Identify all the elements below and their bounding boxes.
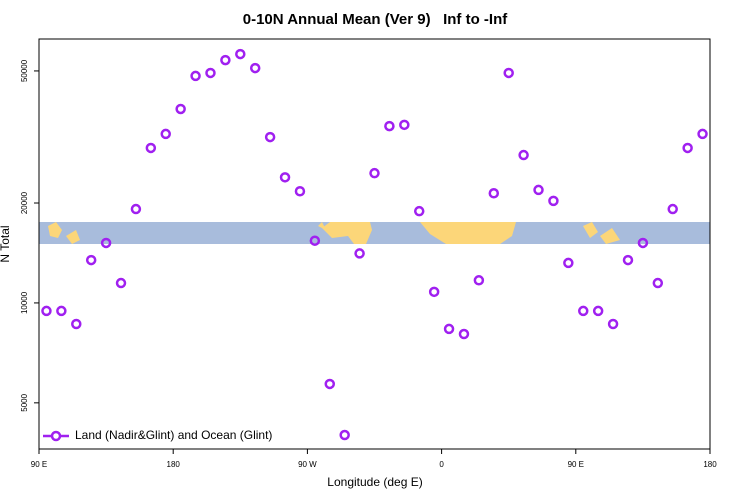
point [578, 305, 589, 317]
y-tick-label: 10000 [20, 291, 29, 314]
point [384, 120, 395, 132]
point [503, 67, 514, 79]
point [622, 254, 634, 266]
point [354, 248, 365, 259]
x-tick-label: 90 W [298, 460, 317, 469]
point [563, 257, 574, 269]
legend-label: Land (Nadir&Glint) and Ocean (Glint) [75, 428, 272, 442]
point [264, 131, 276, 143]
point [592, 305, 604, 317]
x-tick-label: 180 [703, 460, 717, 469]
point [41, 305, 52, 317]
point [145, 142, 157, 154]
point [667, 203, 678, 215]
point [473, 275, 485, 286]
point [175, 103, 186, 115]
x-axis-label: Longitude (deg E) [327, 475, 422, 489]
y-tick-label: 50000 [20, 59, 29, 82]
x-tick-label: 90 E [568, 460, 584, 469]
point [488, 188, 500, 199]
point [533, 184, 544, 196]
point [85, 254, 97, 266]
x-tick-label: 0 [439, 460, 444, 469]
point [652, 277, 664, 289]
point [279, 172, 291, 183]
point [160, 128, 171, 140]
point [399, 119, 410, 131]
point [71, 318, 82, 330]
legend-marker [50, 430, 62, 442]
point [205, 67, 216, 79]
point [682, 142, 693, 154]
chart-title: 0-10N Annual Mean (Ver 9) Inf to -Inf [243, 11, 508, 28]
point [56, 305, 67, 317]
point [130, 203, 142, 215]
point [235, 48, 246, 60]
point [324, 378, 336, 390]
point [697, 128, 708, 140]
plot-frame [38, 38, 711, 450]
point [428, 286, 440, 298]
y-tick-label: 20000 [20, 191, 29, 214]
point [115, 277, 127, 289]
point [294, 186, 306, 197]
point [369, 167, 380, 179]
point [458, 328, 470, 340]
point [637, 237, 649, 249]
y-tick-label: 5000 [20, 393, 29, 411]
point [100, 237, 112, 249]
point [190, 70, 201, 82]
point [339, 429, 350, 441]
point [548, 195, 559, 207]
point [309, 235, 321, 246]
point [607, 318, 619, 330]
y-axis-label: N Total [0, 225, 12, 262]
x-tick-label: 180 [167, 460, 181, 469]
x-tick-label: 90 E [31, 460, 47, 469]
point [443, 323, 455, 335]
map-band [39, 222, 710, 244]
point [518, 149, 529, 161]
point [413, 205, 425, 217]
point [249, 62, 261, 74]
point [220, 54, 231, 66]
